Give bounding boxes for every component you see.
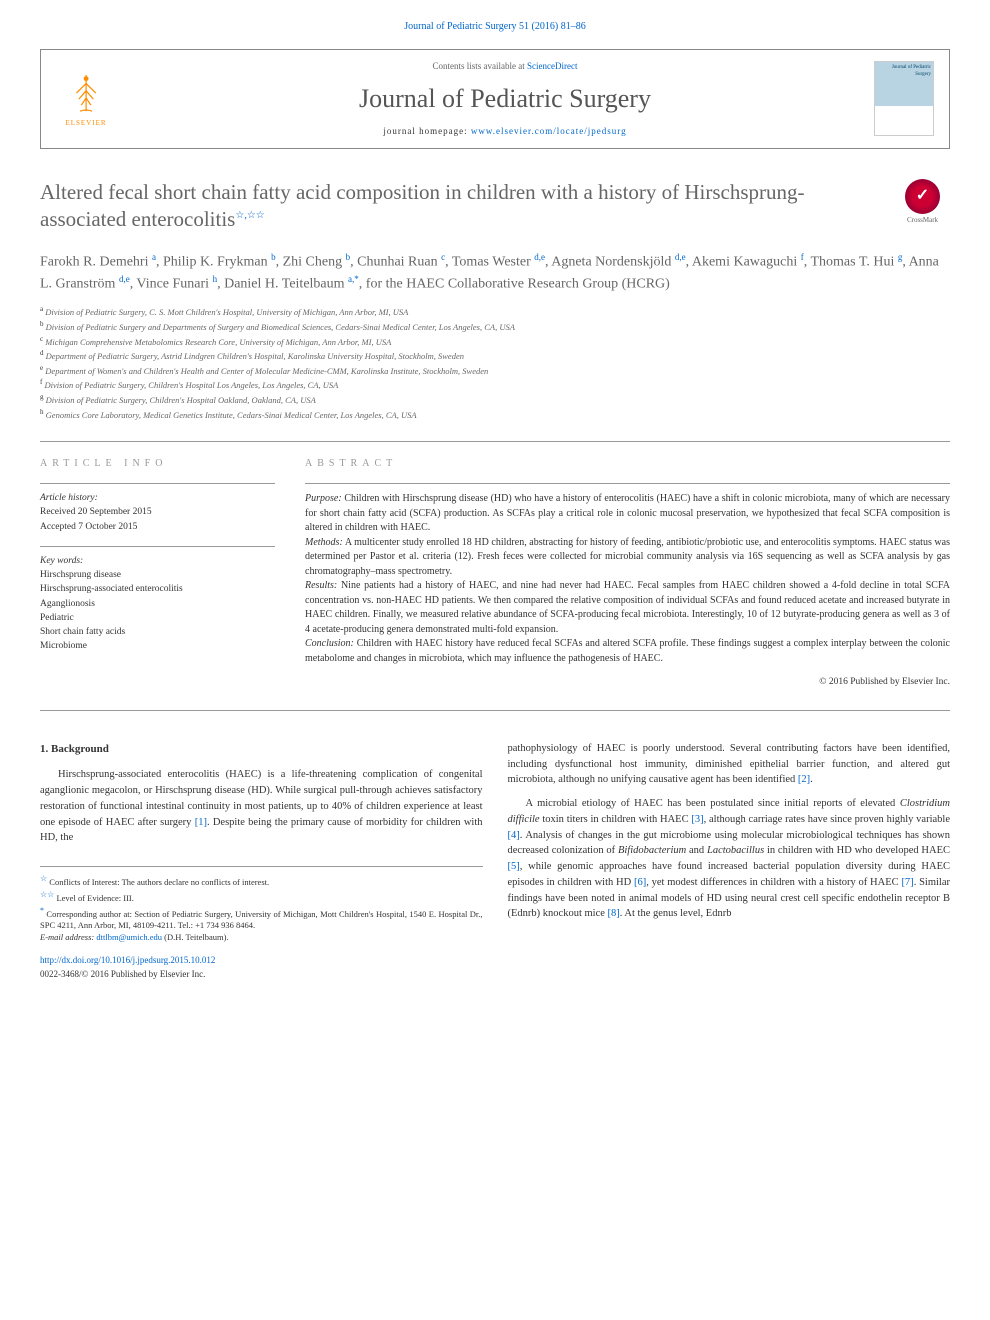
journal-header-box: ELSEVIER Contents lists available at Sci… <box>40 49 950 149</box>
body-column-right: pathophysiology of HAEC is poorly unders… <box>508 741 951 981</box>
journal-homepage-link[interactable]: www.elsevier.com/locate/jpedsurg <box>471 126 627 136</box>
article-title: Altered fecal short chain fatty acid com… <box>40 179 880 234</box>
ref-link-1[interactable]: [1] <box>195 817 207 828</box>
footnote-conflicts: ☆ Conflicts of Interest: The authors dec… <box>40 873 483 889</box>
sciencedirect-link[interactable]: ScienceDirect <box>527 61 577 71</box>
keyword-item: Hirschsprung disease <box>40 568 275 582</box>
header-center: Contents lists available at ScienceDirec… <box>136 60 874 138</box>
crossmark-icon: ✓ <box>905 179 940 214</box>
divider <box>40 710 950 711</box>
affiliation-item: c Michigan Comprehensive Metabolomics Re… <box>40 334 950 349</box>
journal-name: Journal of Pediatric Surgery <box>136 81 874 117</box>
authors-list: Farokh R. Demehri a, Philip K. Frykman b… <box>40 251 950 294</box>
article-info-sidebar: ARTICLE INFO Article history: Received 2… <box>40 457 275 690</box>
affiliation-item: a Division of Pediatric Surgery, C. S. M… <box>40 304 950 319</box>
title-footnote-stars: ☆,☆☆ <box>235 210 264 221</box>
abstract-copyright: © 2016 Published by Elsevier Inc. <box>305 676 950 690</box>
footnote-email: E-mail address: dttlbm@umich.edu (D.H. T… <box>40 932 483 944</box>
ref-link-2[interactable]: [2] <box>798 774 810 785</box>
body-column-left: 1. Background Hirschsprung-associated en… <box>40 741 483 981</box>
crossmark-label: CrossMark <box>907 216 938 226</box>
ref-link-7[interactable]: [7] <box>901 877 913 888</box>
keyword-item: Pediatric <box>40 611 275 625</box>
keywords-label: Key words: <box>40 555 275 568</box>
affiliation-item: e Department of Women's and Children's H… <box>40 363 950 378</box>
article-history-block: Article history: Received 20 September 2… <box>40 483 275 534</box>
body-two-column: 1. Background Hirschsprung-associated en… <box>40 741 950 981</box>
footnote-correspondence: * Corresponding author at: Section of Pe… <box>40 905 483 933</box>
divider <box>40 441 950 442</box>
abstract-section: ABSTRACT Purpose: Children with Hirschsp… <box>305 457 950 690</box>
journal-homepage: journal homepage: www.elsevier.com/locat… <box>136 125 874 138</box>
elsevier-tree-icon <box>62 69 110 117</box>
ref-link-8[interactable]: [8] <box>608 908 620 919</box>
crossmark-badge[interactable]: ✓ CrossMark <box>895 179 950 234</box>
affiliation-item: h Genomics Core Laboratory, Medical Gene… <box>40 407 950 422</box>
history-label: Article history: <box>40 492 275 505</box>
journal-cover-title: Journal of Pediatric Surgery <box>875 62 933 80</box>
doi-block: http://dx.doi.org/10.1016/j.jpedsurg.201… <box>40 954 483 981</box>
keyword-item: Hirschsprung-associated enterocolitis <box>40 582 275 596</box>
keyword-item: Microbiome <box>40 639 275 653</box>
ref-link-4[interactable]: [4] <box>508 830 520 841</box>
elsevier-logo[interactable]: ELSEVIER <box>56 69 116 129</box>
body-paragraph: A microbial etiology of HAEC has been po… <box>508 796 951 922</box>
affiliation-item: f Division of Pediatric Surgery, Childre… <box>40 377 950 392</box>
email-link[interactable]: dttlbm@umich.edu <box>96 932 162 942</box>
footnotes-block: ☆ Conflicts of Interest: The authors dec… <box>40 866 483 944</box>
elsevier-label: ELSEVIER <box>65 119 106 129</box>
journal-cover-thumbnail[interactable]: Journal of Pediatric Surgery <box>874 61 934 136</box>
keywords-block: Key words: Hirschsprung diseaseHirschspr… <box>40 546 275 654</box>
affiliation-item: b Division of Pediatric Surgery and Depa… <box>40 319 950 334</box>
abstract-body: Purpose: Children with Hirschsprung dise… <box>305 483 950 690</box>
ref-link-6[interactable]: [6] <box>634 877 646 888</box>
affiliation-item: g Division of Pediatric Surgery, Childre… <box>40 392 950 407</box>
received-date: Received 20 September 2015 <box>40 505 275 519</box>
keyword-item: Aganglionosis <box>40 597 275 611</box>
body-paragraph: Hirschsprung-associated enterocolitis (H… <box>40 767 483 846</box>
accepted-date: Accepted 7 October 2015 <box>40 520 275 534</box>
article-info-heading: ARTICLE INFO <box>40 457 275 471</box>
contents-line: Contents lists available at ScienceDirec… <box>136 60 874 73</box>
keywords-list: Hirschsprung diseaseHirschsprung-associa… <box>40 568 275 654</box>
issn-copyright: 0022-3468/© 2016 Published by Elsevier I… <box>40 969 205 979</box>
ref-link-3[interactable]: [3] <box>691 814 703 825</box>
top-citation-link[interactable]: Journal of Pediatric Surgery 51 (2016) 8… <box>40 20 950 34</box>
ref-link-5[interactable]: [5] <box>508 861 520 872</box>
body-paragraph: pathophysiology of HAEC is poorly unders… <box>508 741 951 788</box>
section-1-title: 1. Background <box>40 741 483 758</box>
footnote-evidence: ☆☆ Level of Evidence: III. <box>40 889 483 905</box>
doi-link[interactable]: http://dx.doi.org/10.1016/j.jpedsurg.201… <box>40 955 215 965</box>
keyword-item: Short chain fatty acids <box>40 625 275 639</box>
affiliation-item: d Department of Pediatric Surgery, Astri… <box>40 348 950 363</box>
affiliations-list: a Division of Pediatric Surgery, C. S. M… <box>40 304 950 421</box>
abstract-heading: ABSTRACT <box>305 457 950 471</box>
